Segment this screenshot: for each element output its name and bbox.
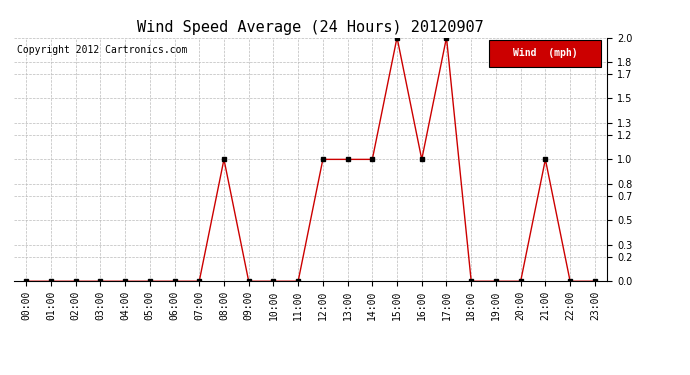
Text: Wind  (mph): Wind (mph) bbox=[513, 48, 578, 58]
Text: Copyright 2012 Cartronics.com: Copyright 2012 Cartronics.com bbox=[17, 45, 187, 55]
Title: Wind Speed Average (24 Hours) 20120907: Wind Speed Average (24 Hours) 20120907 bbox=[137, 20, 484, 35]
Bar bbox=[489, 40, 601, 67]
